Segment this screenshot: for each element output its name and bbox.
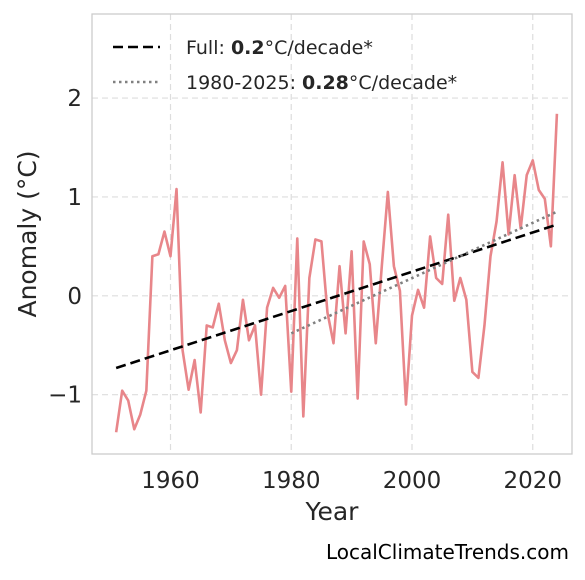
y-tick-label: 0 [67, 284, 82, 310]
series-line-dotted [290, 210, 558, 335]
plot-frame [91, 13, 573, 455]
legend-entry: Full: 0.2°C/decade* [186, 37, 373, 59]
x-tick-label: 1960 [141, 468, 200, 494]
x-tick-label: 1980 [262, 468, 321, 494]
legend-suffix: °C/decade* [265, 37, 373, 59]
x-axis-label: Year [305, 497, 360, 526]
legend-entry: 1980-2025: 0.28°C/decade* [186, 72, 457, 94]
series-line-solid [114, 113, 559, 433]
tick-labels: 1960 1980 2000 2020 −1 0 1 2 [48, 86, 562, 494]
legend-suffix: °C/decade* [349, 72, 457, 94]
legend-rate: 0.2 [231, 37, 265, 59]
legend: Full: 0.2°C/decade*1980-2025: 0.28°C/dec… [113, 37, 457, 94]
legend-rate: 0.28 [302, 72, 349, 94]
series [114, 113, 559, 433]
x-tick-label: 2020 [503, 468, 562, 494]
legend-prefix: Full: [186, 37, 231, 59]
site-credit: LocalClimateTrends.com [325, 540, 569, 564]
y-tick-label: 2 [67, 86, 82, 112]
y-tick-label: −1 [48, 383, 82, 409]
grid [92, 14, 572, 454]
series-line-dashed [115, 223, 558, 370]
x-tick-label: 2000 [383, 468, 442, 494]
y-axis-label: Anomaly (°C) [13, 150, 42, 317]
y-tick-label: 1 [67, 185, 82, 211]
legend-prefix: 1980-2025: [186, 72, 302, 94]
